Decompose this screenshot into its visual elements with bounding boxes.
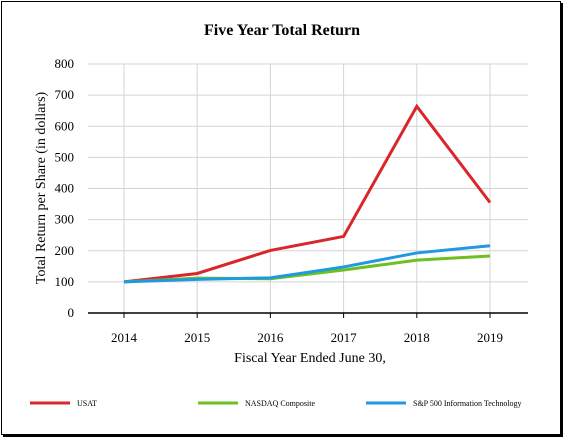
y-tick-label: 800 xyxy=(55,56,75,71)
y-tick-label: 300 xyxy=(55,212,75,227)
x-tick-label: 2017 xyxy=(331,330,358,345)
y-tick-label: 400 xyxy=(55,181,75,196)
series-line-1 xyxy=(123,254,491,284)
x-tick-label: 2018 xyxy=(404,330,430,345)
series-line-0 xyxy=(123,103,492,284)
y-tick-label: 200 xyxy=(55,243,75,258)
y-axis-label: Total Return per Share (in dollars) xyxy=(34,92,49,285)
legend: USAT NASDAQ Composite S&P 500 Information … xyxy=(30,399,522,408)
axes xyxy=(88,312,528,318)
y-tick-label: 500 xyxy=(55,149,75,164)
legend-label-1: NASDAQ Composite xyxy=(245,399,315,408)
y-tick-label: 0 xyxy=(68,305,75,320)
series-line-2 xyxy=(123,244,491,284)
x-tick-label: 2019 xyxy=(477,330,503,345)
legend-label-0: USAT xyxy=(77,399,97,408)
chart-title: Five Year Total Return xyxy=(204,22,360,39)
y-tick-label: 100 xyxy=(55,274,75,289)
y-tick-label: 700 xyxy=(55,87,75,102)
x-tick-label: 2014 xyxy=(111,330,138,345)
x-axis-label: Fiscal Year Ended June 30, xyxy=(234,351,386,366)
x-tick-label: 2015 xyxy=(184,330,210,345)
y-tick-label: 600 xyxy=(55,118,75,133)
legend-label-2: S&P 500 Information Technology xyxy=(413,399,522,408)
x-tick-label: 2016 xyxy=(257,330,284,345)
series-lines xyxy=(123,103,492,284)
tick-labels: 0 100 200 300 400 500 600 700 800 2014 2015 2016 201… xyxy=(55,56,504,345)
